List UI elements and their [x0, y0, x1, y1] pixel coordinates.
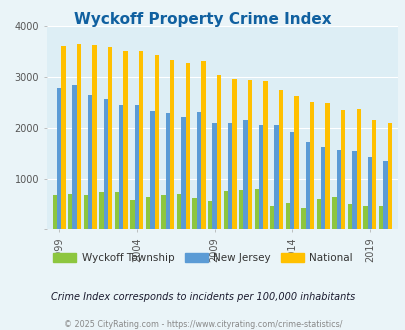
- Bar: [130, 200, 134, 229]
- Bar: [320, 147, 325, 229]
- Bar: [216, 75, 220, 229]
- Bar: [247, 80, 252, 229]
- Bar: [207, 201, 212, 229]
- Bar: [239, 190, 243, 229]
- Text: © 2025 CityRating.com - https://www.cityrating.com/crime-statistics/: © 2025 CityRating.com - https://www.city…: [64, 320, 341, 329]
- Bar: [161, 195, 165, 229]
- Bar: [351, 151, 356, 229]
- Text: Crime Index corresponds to incidents per 100,000 inhabitants: Crime Index corresponds to incidents per…: [51, 292, 354, 302]
- Bar: [139, 51, 143, 229]
- Bar: [92, 45, 96, 229]
- Bar: [371, 120, 375, 229]
- Bar: [269, 206, 274, 229]
- Bar: [309, 102, 313, 229]
- Bar: [227, 123, 232, 229]
- Bar: [185, 63, 190, 229]
- Bar: [387, 123, 391, 229]
- Bar: [72, 85, 77, 229]
- Bar: [347, 205, 351, 229]
- Bar: [196, 112, 200, 229]
- Bar: [165, 113, 170, 229]
- Bar: [289, 132, 294, 229]
- Bar: [367, 157, 371, 229]
- Bar: [177, 194, 181, 229]
- Bar: [108, 47, 112, 229]
- Bar: [223, 191, 227, 229]
- Bar: [88, 95, 92, 229]
- Bar: [263, 81, 267, 229]
- Bar: [362, 206, 367, 229]
- Bar: [123, 51, 128, 229]
- Bar: [77, 44, 81, 229]
- Bar: [103, 99, 108, 229]
- Bar: [301, 208, 305, 229]
- Bar: [145, 197, 150, 229]
- Bar: [340, 110, 345, 229]
- Bar: [278, 90, 283, 229]
- Bar: [192, 198, 196, 229]
- Bar: [356, 109, 360, 229]
- Bar: [336, 150, 340, 229]
- Bar: [115, 192, 119, 229]
- Bar: [53, 195, 57, 229]
- Bar: [378, 206, 382, 229]
- Bar: [212, 123, 216, 229]
- Bar: [331, 197, 336, 229]
- Bar: [285, 203, 289, 229]
- Bar: [99, 192, 103, 229]
- Bar: [325, 103, 329, 229]
- Bar: [170, 60, 174, 229]
- Bar: [294, 96, 298, 229]
- Bar: [258, 125, 263, 229]
- Bar: [68, 194, 72, 229]
- Bar: [61, 46, 66, 229]
- Bar: [243, 120, 247, 229]
- Bar: [154, 55, 158, 229]
- Bar: [382, 161, 387, 229]
- Bar: [119, 105, 123, 229]
- Bar: [316, 199, 320, 229]
- Bar: [200, 61, 205, 229]
- Bar: [83, 195, 88, 229]
- Bar: [254, 189, 258, 229]
- Bar: [134, 105, 139, 229]
- Bar: [232, 79, 236, 229]
- Bar: [305, 142, 309, 229]
- Text: Wyckoff Property Crime Index: Wyckoff Property Crime Index: [74, 12, 331, 26]
- Bar: [274, 125, 278, 229]
- Bar: [57, 88, 61, 229]
- Bar: [181, 117, 185, 229]
- Bar: [150, 111, 154, 229]
- Legend: Wyckoff Township, New Jersey, National: Wyckoff Township, New Jersey, National: [49, 248, 356, 267]
